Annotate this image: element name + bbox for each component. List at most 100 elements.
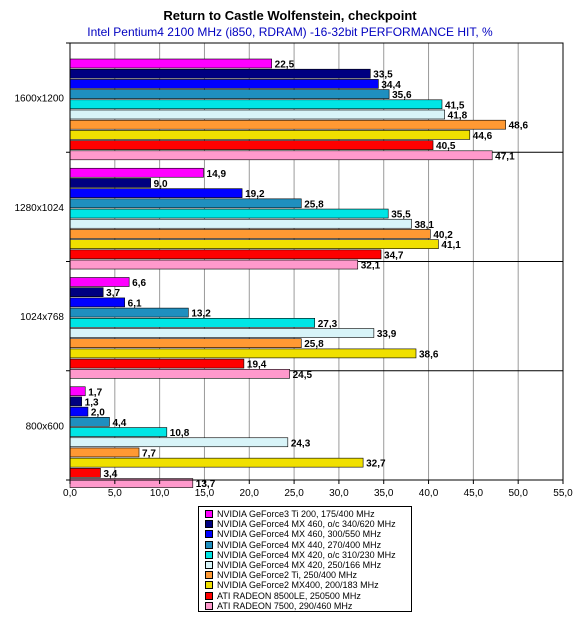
data-label: 33,9 <box>377 329 397 340</box>
legend-swatch <box>205 591 213 600</box>
legend-label: NVIDIA GeForce3 Ti 200, 175/400 MHz <box>217 509 375 520</box>
legend-item: NVIDIA GeForce4 MX 440, 270/400 MHz <box>205 540 411 550</box>
x-tick-label: 0,0 <box>63 488 77 499</box>
x-tick-label: 15,0 <box>195 488 215 499</box>
bar <box>69 229 431 239</box>
bar <box>69 208 389 219</box>
data-label: 2,0 <box>91 408 105 419</box>
legend-label: ATI RADEON 7500, 290/460 MHz <box>217 600 353 611</box>
bar <box>69 287 104 298</box>
x-tick-label: 10,0 <box>150 488 170 499</box>
bar <box>69 68 371 79</box>
legend-item: NVIDIA GeForce4 MX 420, 250/166 MHz <box>205 560 411 570</box>
bar <box>69 140 434 150</box>
bar <box>69 277 130 287</box>
bar <box>69 437 289 448</box>
category-label: 1600x1200 <box>15 94 65 105</box>
bar <box>69 328 375 338</box>
x-tick-label: 40,0 <box>419 488 439 499</box>
legend-item: NVIDIA GeForce2 MX400, 200/183 MHz <box>205 580 411 590</box>
bar <box>69 130 471 140</box>
data-label: 3,4 <box>103 469 117 480</box>
x-tick-label: 5,0 <box>108 488 122 499</box>
data-label: 9,0 <box>154 179 168 190</box>
bar <box>69 368 290 379</box>
bar <box>69 239 439 249</box>
bar <box>69 396 82 407</box>
data-label: 44,6 <box>473 131 493 142</box>
legend-swatch <box>205 571 213 580</box>
x-tick-label: 20,0 <box>240 488 260 499</box>
legend-item: ATI RADEON 8500LE, 250500 MHz <box>205 591 411 601</box>
data-label: 13,2 <box>191 309 211 320</box>
category-label: 1280x1024 <box>15 203 65 214</box>
bar <box>69 178 151 188</box>
bar <box>69 79 379 89</box>
legend-label: NVIDIA GeForce4 MX 440, 270/400 MHz <box>217 539 382 550</box>
data-label: 40,2 <box>433 230 453 241</box>
legend-item: NVIDIA GeForce4 MX 460, 300/550 MHz <box>205 529 411 539</box>
bar <box>69 99 443 110</box>
data-label: 1,3 <box>85 397 99 408</box>
x-tick-label: 25,0 <box>284 488 304 499</box>
legend-item: ATI RADEON 7500, 290/460 MHz <box>205 601 411 611</box>
legend-label: NVIDIA GeForce2 Ti, 250/400 MHz <box>217 570 358 581</box>
data-label: 19,4 <box>247 360 267 371</box>
bar <box>69 307 189 318</box>
x-tick-label: 30,0 <box>329 488 349 499</box>
chart-subtitle: Intel Pentium4 2100 MHz (i850, RDRAM) -1… <box>87 25 493 39</box>
legend-label: NVIDIA GeForce4 MX 460, o/c 340/620 MHz <box>217 519 396 530</box>
data-label: 32,7 <box>366 459 386 470</box>
bar <box>69 188 243 198</box>
data-label: 40,5 <box>436 141 456 152</box>
legend-swatch <box>205 540 213 549</box>
bar <box>69 167 204 178</box>
data-label: 38,1 <box>415 220 435 231</box>
data-label: 25,8 <box>304 199 324 210</box>
legend-item: NVIDIA GeForce3 Ti 200, 175/400 MHz <box>205 509 411 519</box>
legend-swatch <box>205 581 213 590</box>
legend-swatch <box>205 520 213 529</box>
data-label: 32,1 <box>361 261 381 272</box>
data-label: 35,5 <box>391 210 411 221</box>
x-tick-label: 55,0 <box>553 488 573 499</box>
data-label: 7,7 <box>142 448 156 459</box>
data-label: 14,9 <box>207 169 227 180</box>
data-label: 24,3 <box>291 438 311 449</box>
legend-label: NVIDIA GeForce2 MX400, 200/183 MHz <box>217 580 379 591</box>
bar <box>69 468 101 478</box>
bar <box>69 150 493 161</box>
data-labels: 22,5 33,534,435,6 41,541,8 48,6 44,6 40,5 47,1… <box>85 60 529 491</box>
bar <box>69 348 417 359</box>
x-tick-label: 35,0 <box>374 488 394 499</box>
x-tick-label: 45,0 <box>464 488 484 499</box>
data-label: 19,2 <box>245 189 265 200</box>
bar <box>69 457 364 468</box>
legend-label: NVIDIA GeForce4 MX 420, o/c 310/230 MHz <box>217 549 396 560</box>
data-label: 35,6 <box>392 90 412 101</box>
bar <box>69 198 302 209</box>
data-label: 38,6 <box>419 349 439 360</box>
bar <box>69 427 168 437</box>
legend-swatch <box>205 601 213 610</box>
category-label: 1024x768 <box>20 312 64 323</box>
bar <box>69 58 272 69</box>
bars <box>69 58 506 488</box>
bar <box>69 218 412 229</box>
data-label: 27,3 <box>318 319 338 330</box>
data-label: 24,5 <box>293 370 313 381</box>
bar <box>69 447 140 458</box>
legend-label: NVIDIA GeForce4 MX 460, 300/550 MHz <box>217 529 382 540</box>
bar <box>69 386 86 397</box>
data-label: 48,6 <box>509 121 529 132</box>
legend: NVIDIA GeForce3 Ti 200, 175/400 MHz NVIDI… <box>198 506 412 612</box>
x-tick-label: 50,0 <box>508 488 528 499</box>
legend-swatch <box>205 530 213 539</box>
data-label: 34,7 <box>384 250 404 261</box>
data-label: 22,5 <box>275 60 295 71</box>
data-label: 25,8 <box>304 339 324 350</box>
data-label: 41,5 <box>445 100 465 111</box>
data-label: 10,8 <box>170 428 190 439</box>
bar <box>69 119 506 130</box>
